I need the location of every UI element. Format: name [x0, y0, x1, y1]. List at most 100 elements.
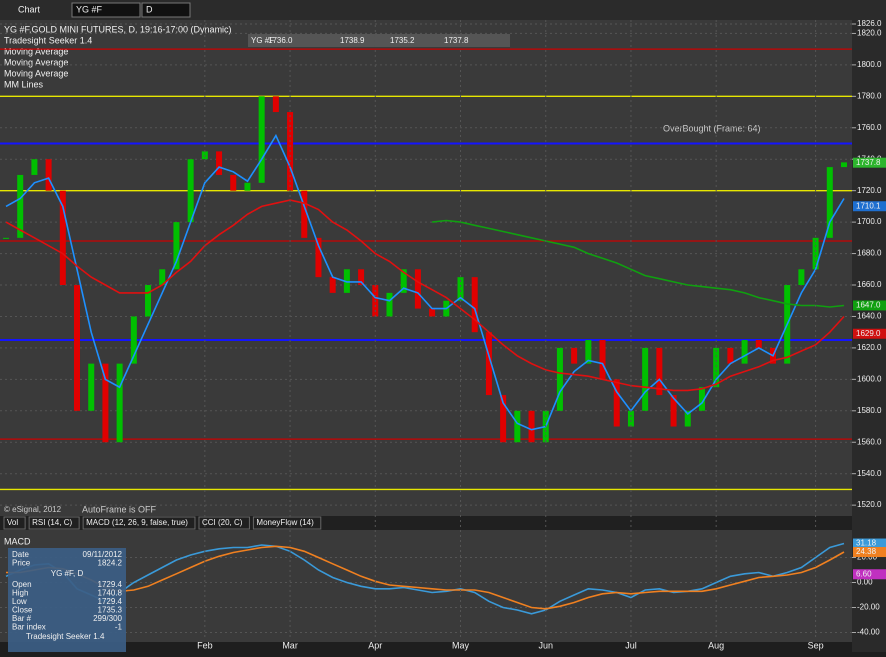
pane-tab[interactable]: CCI (20, C) [202, 518, 243, 527]
y-tick-label: 1760.0 [857, 123, 882, 132]
candle [528, 410, 535, 443]
chart-title: YG #F,GOLD MINI FUTURES, D, 19:16-17:00 … [4, 24, 232, 34]
candle [244, 182, 251, 191]
quote-box [248, 34, 510, 47]
pane-tab[interactable]: RSI (14, C) [32, 518, 72, 527]
dw-value: 1740.8 [98, 589, 123, 598]
price-tag-label: 1629.0 [856, 329, 881, 338]
price-tag-label: 1710.1 [856, 201, 881, 210]
y-tick-label: 1560.0 [857, 437, 882, 446]
candle [272, 96, 279, 113]
y-tick-label: 20.00 [857, 553, 878, 562]
candle [31, 159, 38, 175]
annotation: OverBought (Frame: 64) [663, 123, 761, 133]
price-tag [853, 328, 886, 339]
y-tick-label: 1580.0 [857, 406, 882, 415]
price-tag-label: 24.38 [856, 547, 877, 556]
candle [798, 269, 805, 286]
dw-label: Bar # [12, 614, 32, 623]
candle [556, 347, 563, 411]
candle [301, 190, 308, 238]
pane-title: MACD [4, 536, 31, 546]
y-tick-label: 1800.0 [857, 60, 882, 69]
symbol-input[interactable]: YG #F [76, 4, 103, 14]
plot: 1826.01820.01800.01780.01760.01740.01720… [0, 19, 886, 650]
dw-label: High [12, 589, 28, 598]
y-tick-label: 1680.0 [857, 249, 882, 258]
tab-bar [0, 516, 852, 530]
symbol-box[interactable] [71, 2, 141, 18]
y-tick-label: 1780.0 [857, 91, 882, 100]
pane-tab[interactable]: Vol [7, 518, 18, 527]
candle [812, 237, 819, 270]
candle [585, 340, 592, 364]
candle [741, 340, 748, 364]
candle [727, 347, 734, 364]
toolbar [0, 0, 886, 20]
dw-label: Price [12, 559, 31, 568]
x-tick-label: May [452, 640, 470, 650]
candle [400, 269, 407, 293]
dw-value: 299/300 [93, 614, 122, 623]
pane-tab[interactable]: MACD (12, 26, 9, false, true) [86, 518, 188, 527]
tab-frame [3, 516, 26, 530]
interval-box[interactable] [141, 2, 191, 18]
candle [670, 395, 677, 427]
price-tag-label: 1737.8 [856, 158, 881, 167]
tab-frame [82, 516, 196, 530]
series-line [5, 133, 845, 431]
candle [386, 292, 393, 317]
y-tick-label: 1640.0 [857, 312, 882, 321]
dw-value: 1824.2 [98, 559, 123, 568]
price-tag-label: 1647.0 [856, 301, 881, 310]
study-label: Tradesight Seeker 1.4 [4, 35, 92, 45]
study-label: Moving Average [4, 57, 68, 67]
candle [485, 332, 492, 396]
quote-high: 1738.9 [340, 36, 365, 45]
annotation: AutoFrame is OFF [82, 504, 157, 514]
x-tick-label: Feb [197, 640, 213, 650]
quote-symbol: YG #F [251, 36, 274, 45]
y-tick-label: 1520.0 [857, 500, 882, 509]
study-label: MM Lines [4, 79, 44, 89]
candle [571, 347, 578, 364]
candle [59, 190, 66, 286]
candle [159, 269, 166, 286]
candle [88, 363, 95, 411]
candle [102, 363, 109, 443]
quote-low: 1735.2 [390, 36, 415, 45]
price-tag [853, 201, 886, 212]
dw-label: Close [12, 606, 33, 615]
tabs: Vol RSI (14, C) MACD (12, 26, 9, false, tr… [3, 516, 322, 530]
candle [414, 269, 421, 309]
y-tick-label: 1826.0 [857, 19, 882, 28]
y-tick-label: 1600.0 [857, 374, 882, 383]
dw-label: Date [12, 550, 29, 559]
price-tag [853, 300, 886, 311]
candle [258, 96, 265, 183]
dw-label: Low [12, 597, 27, 606]
series-line [5, 542, 845, 615]
study-label: Moving Average [4, 46, 68, 56]
data-window-rows: Date 09/11/2012 Price 1824.2 YG #F, D Open 172… [12, 550, 123, 641]
candle [116, 363, 123, 443]
candle [3, 237, 9, 239]
candle [329, 277, 336, 293]
quote-close: 1737.8 [444, 36, 469, 45]
candle [130, 316, 137, 364]
candle [656, 347, 663, 396]
candle [713, 347, 720, 388]
data-window [8, 548, 126, 652]
tab-frame [252, 516, 322, 530]
pane-tab[interactable]: MoneyFlow (14) [256, 518, 314, 527]
dw-label: Open [12, 580, 32, 589]
tab-frame [198, 516, 250, 530]
x-tick-label: Jun [538, 640, 553, 650]
price-tag-label: 31.18 [856, 539, 877, 548]
candle [514, 410, 521, 443]
dw-value: 1735.3 [98, 606, 123, 615]
candle [613, 379, 620, 427]
interval-input[interactable]: D [146, 4, 153, 14]
dw-value: -1 [115, 623, 123, 632]
candle [698, 387, 705, 411]
